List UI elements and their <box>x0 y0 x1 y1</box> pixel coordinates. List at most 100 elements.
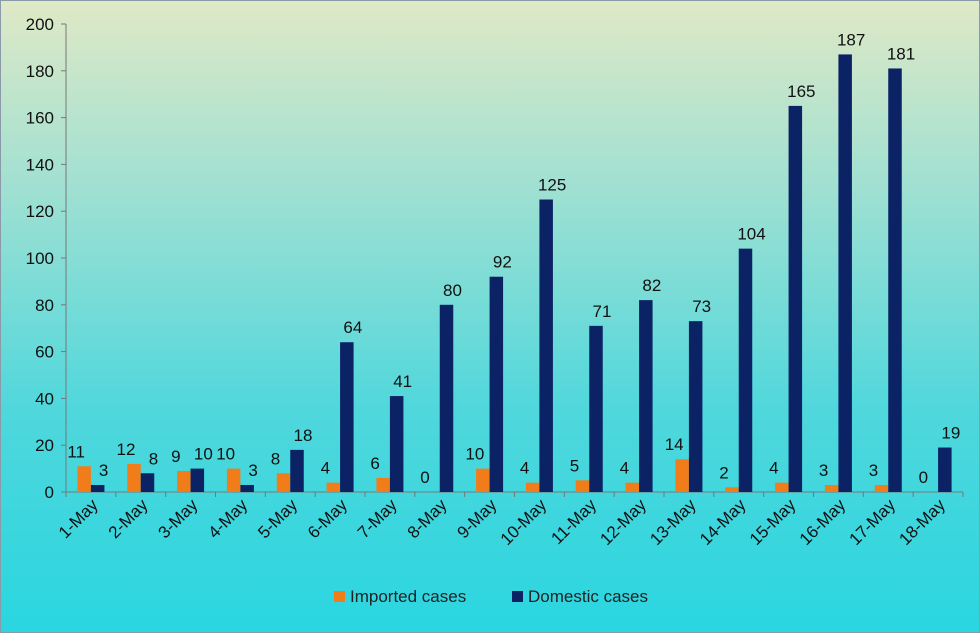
domestic-data-label: 41 <box>393 372 412 391</box>
x-tick-label: 11-May <box>547 495 600 548</box>
y-tick-label: 140 <box>26 155 54 174</box>
y-tick-label: 80 <box>35 296 54 315</box>
x-tick-label: 14-May <box>696 495 750 549</box>
imported-data-label: 4 <box>620 459 629 478</box>
x-tick-label: 13-May <box>646 495 700 549</box>
legend-swatch-imported <box>334 591 345 602</box>
imported-data-label: 9 <box>171 447 180 466</box>
x-tick-label: 7-May <box>354 495 401 542</box>
domestic-bar <box>539 199 553 492</box>
domestic-data-label: 104 <box>737 225 765 244</box>
imported-bar <box>575 480 590 492</box>
legend: Imported cases Domestic cases <box>334 587 648 606</box>
domestic-data-label: 165 <box>787 82 815 101</box>
bars <box>77 54 952 493</box>
domestic-data-label: 181 <box>887 44 915 63</box>
domestic-data-label: 3 <box>99 461 108 480</box>
x-tick-label: 5-May <box>254 495 301 542</box>
y-tick-label: 0 <box>45 483 54 502</box>
imported-data-label: 3 <box>869 461 878 480</box>
domestic-bar <box>489 276 504 492</box>
domestic-bar <box>589 325 603 492</box>
imported-data-label: 12 <box>117 440 136 459</box>
domestic-bar <box>140 473 155 492</box>
domestic-bar <box>788 105 803 493</box>
domestic-bar <box>340 342 354 492</box>
imported-bar <box>376 477 390 492</box>
x-tick-label: 3-May <box>155 495 202 542</box>
domestic-data-label: 92 <box>493 253 512 272</box>
y-tick-label: 120 <box>26 202 54 221</box>
imported-data-label: 4 <box>520 459 529 478</box>
domestic-bar <box>290 449 304 492</box>
domestic-data-label: 19 <box>941 424 960 443</box>
domestic-data-label: 125 <box>538 176 566 195</box>
domestic-data-label: 71 <box>593 302 612 321</box>
domestic-bar <box>639 300 653 492</box>
domestic-data-label: 64 <box>343 318 362 337</box>
imported-data-label: 5 <box>570 456 579 475</box>
y-tick-label: 40 <box>35 389 54 408</box>
imported-data-label: 8 <box>271 449 280 468</box>
x-tick-label: 18-May <box>895 495 949 549</box>
domestic-bar <box>938 447 952 492</box>
domestic-data-label: 73 <box>692 297 711 316</box>
x-tick-label: 6-May <box>304 495 351 542</box>
imported-bar <box>675 459 689 492</box>
imported-data-label: 0 <box>420 468 429 487</box>
x-tick-label: 2-May <box>105 495 152 542</box>
imported-data-label: 0 <box>919 468 928 487</box>
x-tick-label: 8-May <box>404 495 451 542</box>
x-tick-label: 12-May <box>596 495 650 549</box>
domestic-bar <box>240 484 254 492</box>
domestic-data-label: 10 <box>194 445 213 464</box>
domestic-bar <box>439 304 454 492</box>
y-tick-label: 180 <box>26 62 54 81</box>
imported-bar <box>525 482 540 492</box>
x-tick-label: 16-May <box>796 495 850 549</box>
domestic-data-label: 3 <box>248 461 257 480</box>
imported-bar <box>326 482 341 492</box>
domestic-data-label: 18 <box>294 426 313 445</box>
imported-data-label: 3 <box>819 461 828 480</box>
y-tick-label: 200 <box>26 15 54 34</box>
domestic-bar <box>190 468 205 492</box>
imported-bar <box>874 484 889 492</box>
x-tick-label: 4-May <box>204 495 251 542</box>
imported-bar <box>77 466 91 492</box>
x-tick-label: 9-May <box>454 495 501 542</box>
legend-label-imported: Imported cases <box>350 587 466 606</box>
domestic-bar <box>688 321 703 492</box>
domestic-bar <box>838 54 852 493</box>
imported-data-label: 4 <box>769 459 778 478</box>
domestic-data-label: 80 <box>443 281 462 300</box>
domestic-bar <box>90 484 105 492</box>
x-tick-label: 17-May <box>846 495 900 549</box>
imported-bar <box>177 470 191 492</box>
imported-bar <box>824 484 839 492</box>
y-tick-label: 20 <box>35 436 54 455</box>
imported-data-label: 6 <box>370 454 379 473</box>
legend-swatch-domestic <box>512 591 523 602</box>
x-tick-label: 1-May <box>55 495 102 542</box>
x-tick-label: 15-May <box>746 495 800 549</box>
imported-bar <box>725 487 739 492</box>
imported-bar <box>226 468 241 492</box>
domestic-data-label: 82 <box>642 276 661 295</box>
domestic-data-label: 8 <box>149 449 158 468</box>
domestic-data-label: 187 <box>837 30 865 49</box>
imported-data-label: 4 <box>321 459 330 478</box>
imported-bar <box>127 463 141 492</box>
imported-bar <box>775 482 789 492</box>
y-tick-label: 160 <box>26 109 54 128</box>
imported-bar <box>476 468 490 492</box>
imported-data-label: 10 <box>216 445 235 464</box>
imported-data-label: 2 <box>719 463 728 482</box>
domestic-bar <box>888 68 902 493</box>
imported-data-label: 14 <box>665 435 684 454</box>
y-tick-label: 60 <box>35 343 54 362</box>
x-tick-label: 10-May <box>497 495 551 549</box>
